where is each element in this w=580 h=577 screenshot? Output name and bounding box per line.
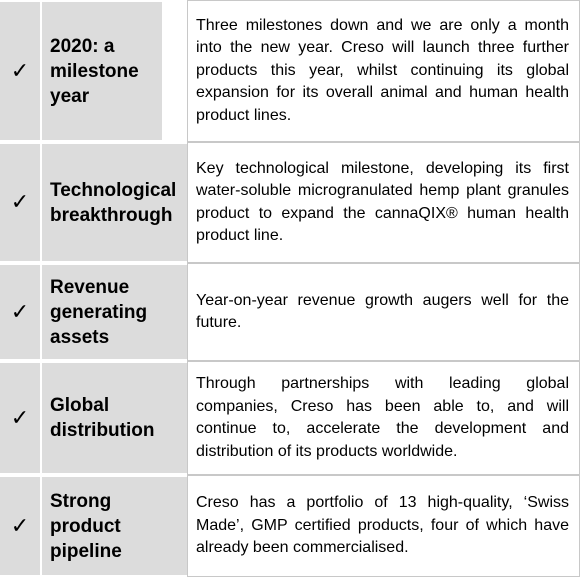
row-title: Revenue generating assets [42,263,187,361]
row-description: Through partnerships with leading global… [187,361,580,475]
row-description: Year-on-year revenue growth augers well … [187,263,580,361]
row-title: 2020: a milestone year [42,0,162,142]
row-title: Strong product pipeline [42,475,187,577]
row-description: Key technological milestone, developing … [187,142,580,263]
checkmark-icon: ✓ [0,263,42,361]
row-title: Technological breakthrough [42,142,187,263]
checkmark-icon: ✓ [0,361,42,475]
row-title: Global distribution [42,361,187,475]
row-description: Three milestones down and we are only a … [187,0,580,142]
checkmark-icon: ✓ [0,142,42,263]
checkmark-icon: ✓ [0,475,42,577]
row-description: Creso has a portfolio of 13 high-quality… [187,475,580,577]
checkmark-icon: ✓ [0,0,42,142]
